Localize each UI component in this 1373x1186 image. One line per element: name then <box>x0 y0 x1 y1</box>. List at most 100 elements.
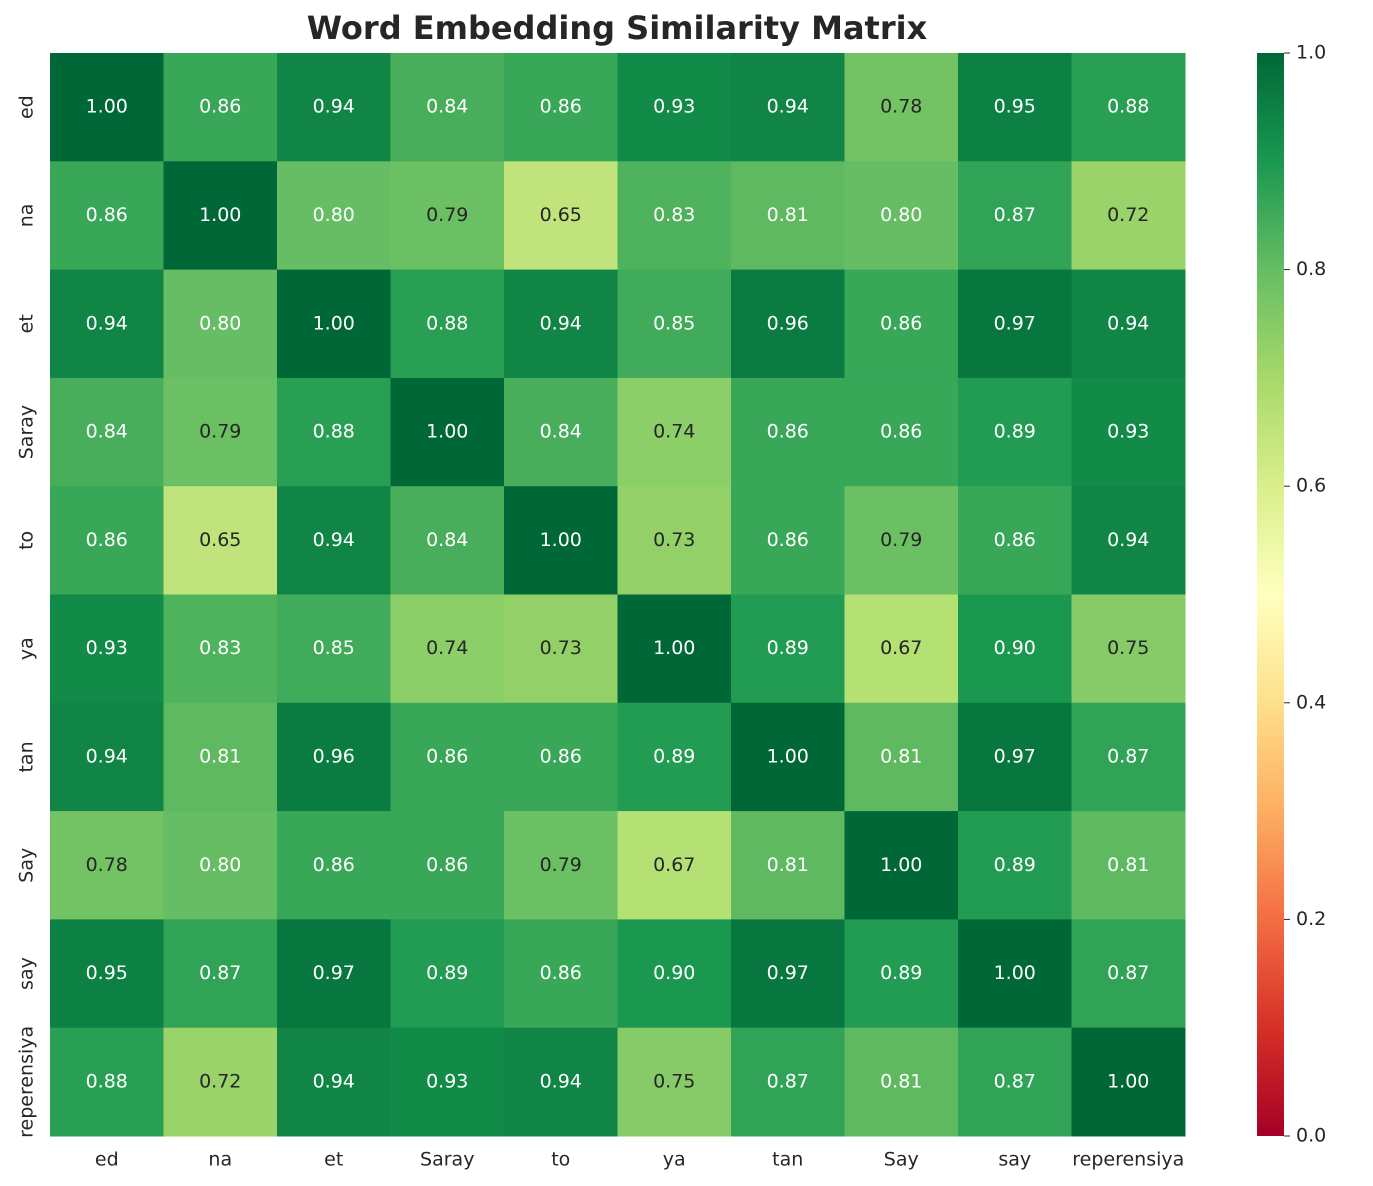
heatmap-cell <box>504 594 618 704</box>
cell-label: 0.80 <box>199 312 241 334</box>
cell-label: 0.97 <box>994 745 1036 767</box>
chart-title: Word Embedding Similarity Matrix <box>307 9 928 47</box>
heatmap-cell <box>617 1027 732 1137</box>
cell-label: 0.81 <box>767 204 809 226</box>
cell-label: 0.67 <box>653 854 695 876</box>
cell-label: 0.78 <box>86 854 128 876</box>
cell-label: 0.86 <box>199 96 241 118</box>
heatmap-cell <box>504 919 618 1029</box>
cell-label: 0.85 <box>313 637 355 659</box>
heatmap-cell <box>504 1027 618 1137</box>
heatmap-cell <box>504 53 618 162</box>
colorbar-tick-label: 0.6 <box>1296 475 1326 497</box>
heatmap-cell <box>844 702 959 812</box>
heatmap-cell <box>504 161 618 271</box>
heatmap-cell <box>277 486 391 595</box>
cell-label: 0.81 <box>767 854 809 876</box>
cell-label: 1.00 <box>426 421 468 443</box>
heatmap-cell <box>731 702 845 812</box>
cell-label: 0.87 <box>1107 962 1149 984</box>
cell-label: 0.89 <box>880 962 922 984</box>
cell-label: 0.67 <box>880 637 922 659</box>
cell-label: 0.93 <box>653 96 695 118</box>
heatmap-cell <box>50 53 164 162</box>
heatmap-cell <box>1071 1027 1186 1137</box>
cell-label: 1.00 <box>86 96 128 118</box>
heatmap-cell <box>504 486 618 595</box>
heatmap-cell <box>50 1027 164 1137</box>
cell-label: 0.72 <box>199 1070 241 1092</box>
cell-label: 1.00 <box>1107 1070 1149 1092</box>
heatmap-cell <box>50 702 164 812</box>
cell-label: 0.95 <box>86 962 128 984</box>
heatmap-cell <box>163 811 278 920</box>
cell-label: 0.95 <box>994 96 1036 118</box>
heatmap-cell <box>731 1027 845 1137</box>
heatmap-cell <box>731 811 845 920</box>
cell-label: 0.96 <box>767 312 809 334</box>
cell-label: 1.00 <box>994 962 1036 984</box>
cell-label: 0.81 <box>880 745 922 767</box>
cell-label: 0.65 <box>199 529 241 551</box>
heatmap-cell <box>390 594 505 704</box>
cell-label: 0.83 <box>653 204 695 226</box>
heatmap-cell <box>617 919 732 1029</box>
heatmap-cell <box>958 377 1072 487</box>
cell-label: 0.86 <box>426 854 468 876</box>
heatmap-cell <box>731 919 845 1029</box>
heatmap-cell <box>50 919 164 1029</box>
heatmap-cell <box>504 377 618 487</box>
heatmap-cell <box>617 377 732 487</box>
heatmap-cell <box>1071 486 1186 595</box>
cell-label: 0.93 <box>1107 421 1149 443</box>
cell-label: 0.80 <box>199 854 241 876</box>
heatmap-cell <box>958 53 1072 162</box>
cell-label: 0.94 <box>313 529 355 551</box>
heatmap-cell <box>617 486 732 595</box>
heatmap-cell <box>844 486 959 595</box>
heatmap-cell <box>390 919 505 1029</box>
heatmap-cell <box>844 53 959 162</box>
cell-label: 0.73 <box>653 529 695 551</box>
cell-label: 0.88 <box>313 421 355 443</box>
cell-label: 0.89 <box>767 637 809 659</box>
heatmap-cell <box>958 594 1072 704</box>
heatmap-cell <box>844 811 959 920</box>
heatmap-cell <box>277 702 391 812</box>
x-tick-label: tan <box>772 1149 803 1171</box>
heatmap-cell <box>504 702 618 812</box>
heatmap-cell <box>958 1027 1072 1137</box>
heatmap-cell <box>844 161 959 271</box>
cell-label: 0.84 <box>86 421 128 443</box>
heatmap-cell <box>958 486 1072 595</box>
heatmap-cell <box>844 269 959 379</box>
heatmap-cell <box>617 811 732 920</box>
cell-label: 0.86 <box>880 312 922 334</box>
heatmap-cell <box>277 161 391 271</box>
cell-label: 0.81 <box>199 745 241 767</box>
cell-label: 0.86 <box>426 745 468 767</box>
heatmap-cell <box>163 486 278 595</box>
cell-label: 0.94 <box>313 96 355 118</box>
cell-label: 0.75 <box>653 1070 695 1092</box>
cell-label: 0.88 <box>86 1070 128 1092</box>
cell-label: 0.74 <box>653 421 695 443</box>
y-tick-label: ya <box>16 637 38 660</box>
heatmap-cell <box>731 486 845 595</box>
heatmap-cell <box>731 161 845 271</box>
x-tick-label: say <box>998 1149 1031 1171</box>
cell-label: 0.79 <box>880 529 922 551</box>
cell-label: 0.73 <box>540 637 582 659</box>
colorbar <box>1257 53 1284 1136</box>
cell-label: 0.79 <box>540 854 582 876</box>
heatmap-cell <box>1071 702 1186 812</box>
x-tick-label: to <box>551 1149 570 1171</box>
heatmap-cell <box>731 53 845 162</box>
cell-label: 0.94 <box>540 312 582 334</box>
heatmap-cell <box>163 919 278 1029</box>
heatmap-cell <box>50 377 164 487</box>
cell-label: 0.94 <box>86 312 128 334</box>
heatmap-cell <box>617 269 732 379</box>
heatmap-cell <box>844 377 959 487</box>
